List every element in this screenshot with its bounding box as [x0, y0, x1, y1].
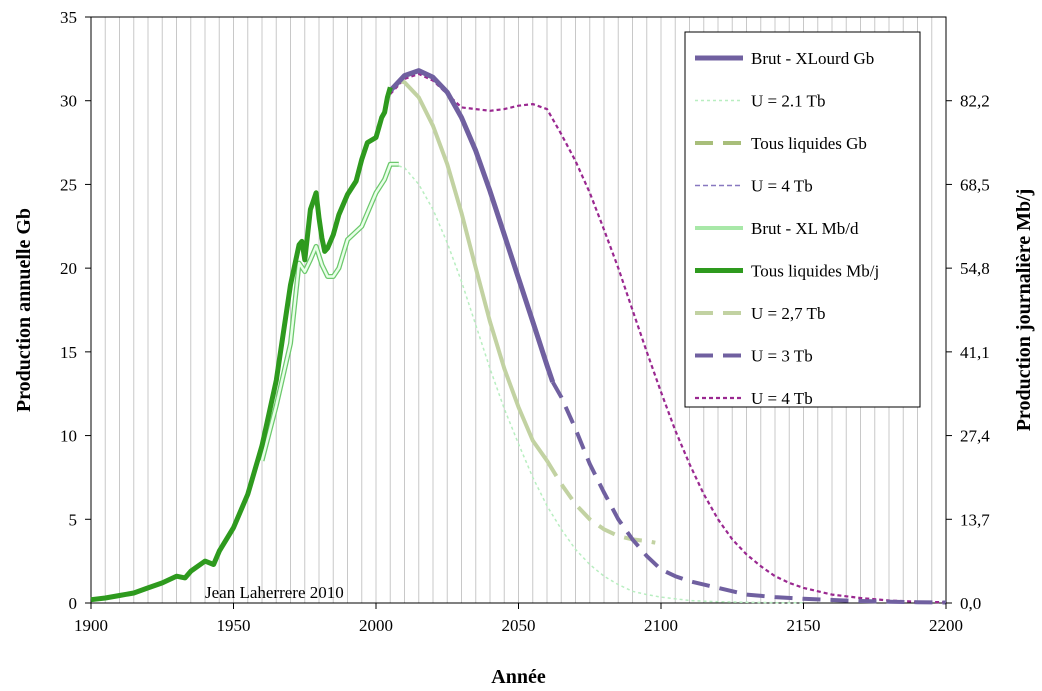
legend-label: Brut - XLourd Gb — [751, 49, 874, 68]
legend: Brut - XLourd Gb U = 2.1 Tb Tous liquides … — [684, 31, 921, 408]
y-tick-label: 20 — [60, 259, 77, 278]
series-line — [398, 78, 549, 462]
y-tick-label: 15 — [60, 343, 77, 362]
y-tick-label: 10 — [60, 427, 77, 446]
x-axis-title: Année — [491, 666, 546, 688]
y2-tick-label: 54,8 — [960, 259, 990, 278]
y2-tick-label: 0,0 — [960, 594, 981, 613]
x-tick-label: 2150 — [787, 616, 821, 635]
y2-tick-label: 68,5 — [960, 175, 990, 194]
annotation-author: Jean Laherrere 2010 — [205, 583, 344, 602]
legend-label: U = 2,7 Tb — [751, 304, 825, 323]
y-tick-label: 5 — [69, 510, 78, 529]
grid-layer — [104, 17, 933, 603]
legend-label: U = 3 Tb — [751, 347, 813, 366]
legend-label: U = 4 Tb — [751, 177, 813, 196]
x-tick-label: 1950 — [217, 616, 251, 635]
series-line-dashed — [545, 459, 656, 545]
y-tick-label: 35 — [60, 8, 77, 27]
series-line — [90, 86, 393, 603]
legend-label: Tous liquides Mb/j — [751, 262, 879, 281]
x-tick-label: 1900 — [74, 616, 108, 635]
y2-axis-title: Production journalière Mb/j — [1013, 189, 1035, 432]
series-line — [398, 165, 804, 604]
series-line — [389, 72, 947, 604]
y-tick-label: 0 — [69, 594, 78, 613]
y2-tick-label: 13,7 — [960, 510, 990, 529]
y-axis-title: Production annuelle Gb — [13, 208, 35, 412]
legend-label: Brut - XL Mb/d — [751, 219, 859, 238]
x-tick-label: 2050 — [502, 616, 536, 635]
x-tick-label: 2200 — [929, 616, 963, 635]
series-line — [550, 381, 947, 605]
y2-tick-label: 27,4 — [960, 427, 990, 446]
axis-layer: 1900 1950 2000 2050 2100 2150 2200 0 5 10 15 20 25 30… — [60, 8, 990, 635]
y-tick-label: 30 — [60, 92, 77, 111]
y-tick-label: 25 — [60, 175, 77, 194]
y2-tick-label: 82,2 — [960, 92, 990, 111]
series-line — [260, 163, 399, 462]
x-tick-label: 2100 — [644, 616, 678, 635]
legend-label: U = 2.1 Tb — [751, 92, 825, 111]
series-line-outline — [259, 161, 399, 462]
legend-label: Tous liquides Gb — [751, 134, 867, 153]
legend-box — [684, 31, 921, 408]
x-tick-label: 2000 — [359, 616, 393, 635]
y2-tick-label: 41,1 — [960, 343, 990, 362]
series-line — [388, 68, 556, 383]
series-layer — [90, 68, 947, 605]
legend-label: U = 4 Tb — [751, 389, 813, 408]
